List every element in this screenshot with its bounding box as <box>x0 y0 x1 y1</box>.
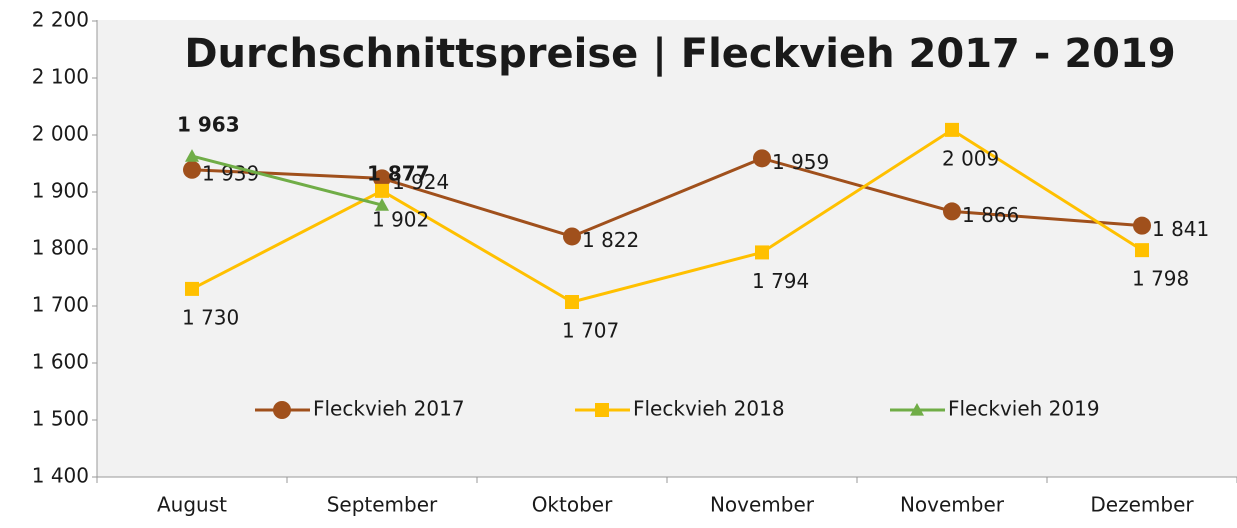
point <box>373 169 391 188</box>
point <box>755 245 769 260</box>
chart-title: Durchschnittspreise | Fleckvieh 2017 - 2… <box>184 31 1175 78</box>
legend-label: Fleckvieh 2018 <box>633 397 785 421</box>
point <box>943 202 961 221</box>
legend-marker <box>910 403 924 416</box>
data-label: 1 841 <box>1152 217 1209 241</box>
point <box>1133 216 1151 235</box>
point <box>185 149 199 162</box>
point <box>563 227 581 246</box>
data-label: 1 902 <box>372 207 429 231</box>
legend-label: Fleckvieh 2017 <box>313 397 465 421</box>
point <box>185 281 199 296</box>
y-tick-label: 1 400 <box>32 464 89 488</box>
point <box>945 122 959 137</box>
data-label: 1 798 <box>1132 267 1189 291</box>
y-tick-label: 2 200 <box>32 8 89 32</box>
data-label: 2 009 <box>942 146 999 170</box>
x-tick-label: Dezember <box>1090 493 1194 517</box>
x-tick-label: September <box>327 493 438 517</box>
data-label: 1 794 <box>752 269 809 293</box>
plot-area <box>97 20 1237 477</box>
point <box>375 183 389 198</box>
legend-label: Fleckvieh 2019 <box>948 397 1100 421</box>
y-tick-label: 1 600 <box>32 350 89 374</box>
point <box>753 149 771 168</box>
series-line <box>191 128 1143 304</box>
x-tick-label: November <box>900 493 1005 517</box>
x-tick-label: August <box>157 493 227 517</box>
data-label: 1 877 <box>367 162 430 186</box>
y-tick-label: 1 700 <box>32 293 89 317</box>
data-label: 1 822 <box>582 228 639 252</box>
y-tick-label: 1 800 <box>32 236 89 260</box>
y-tick-label: 2 100 <box>32 65 89 89</box>
legend-marker <box>595 403 609 417</box>
series-line <box>191 156 1143 239</box>
data-label: 1 924 <box>392 170 449 194</box>
point <box>375 198 389 211</box>
y-tick-label: 2 000 <box>32 122 89 146</box>
series-line <box>191 154 383 207</box>
point <box>183 160 201 179</box>
data-label: 1 963 <box>177 113 240 137</box>
y-tick-label: 1 900 <box>32 179 89 203</box>
legend-marker <box>273 401 291 419</box>
point <box>565 295 579 310</box>
data-label: 1 866 <box>962 203 1019 227</box>
data-label: 1 707 <box>562 319 619 343</box>
y-tick-label: 1 500 <box>32 407 89 431</box>
point <box>1135 243 1149 258</box>
data-label: 1 730 <box>182 305 239 329</box>
x-tick-label: November <box>710 493 815 517</box>
x-tick-label: Oktober <box>532 493 613 517</box>
data-label: 1 959 <box>772 150 829 174</box>
